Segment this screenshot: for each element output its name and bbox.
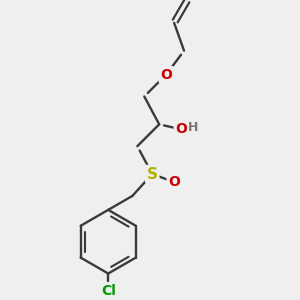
Text: S: S [147, 167, 158, 182]
Text: H: H [188, 121, 198, 134]
Text: Cl: Cl [101, 284, 116, 298]
Text: O: O [175, 122, 187, 136]
Text: O: O [160, 68, 172, 82]
Text: O: O [168, 175, 180, 189]
